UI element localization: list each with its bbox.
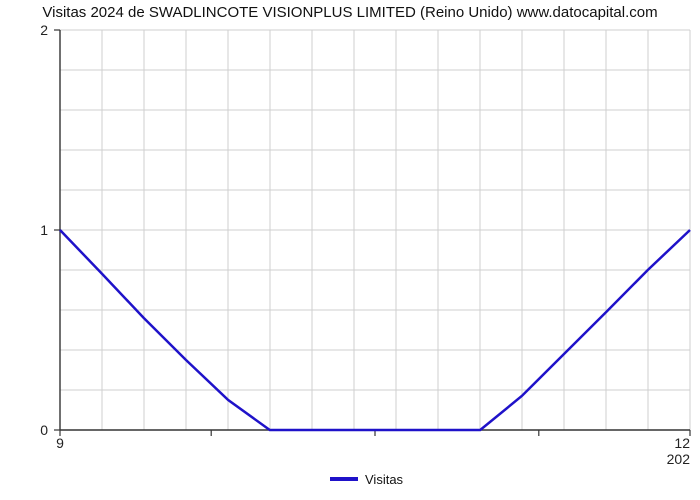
x-tick-sublabel-right: 202 <box>667 451 691 467</box>
y-tick-label: 1 <box>40 222 48 238</box>
x-tick-label-left: 9 <box>56 435 64 451</box>
legend-swatch <box>330 477 358 481</box>
x-tick-label-right: 12 <box>674 435 690 451</box>
y-tick-label: 2 <box>40 22 48 38</box>
y-tick-label: 0 <box>40 422 48 438</box>
line-chart: 012912202Visitas <box>0 0 700 500</box>
legend-label: Visitas <box>365 472 404 487</box>
series-line <box>60 230 690 430</box>
